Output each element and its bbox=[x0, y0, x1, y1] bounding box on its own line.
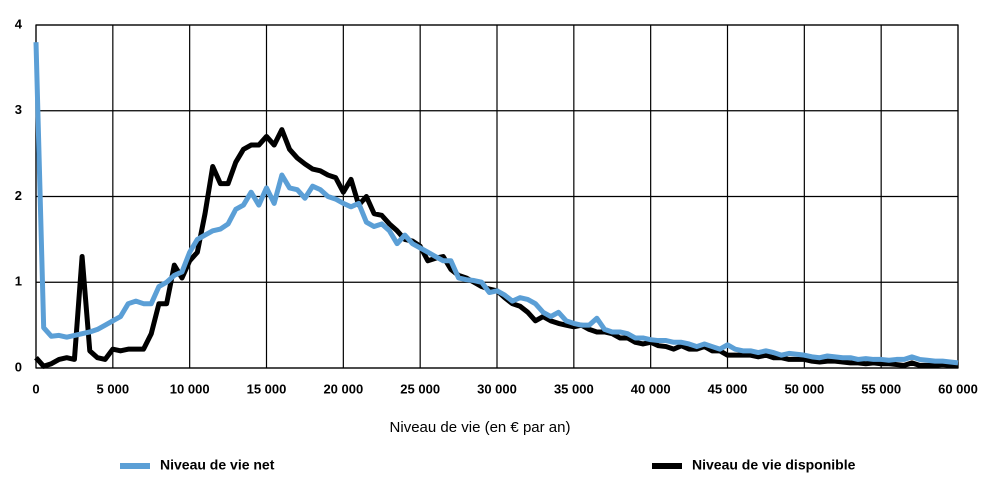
plot-border bbox=[35, 24, 959, 369]
x-tick-label: 20 000 bbox=[323, 381, 363, 396]
x-tick-label: 25 000 bbox=[400, 381, 440, 396]
x-tick-label: 35 000 bbox=[554, 381, 594, 396]
y-tick-label: 2 bbox=[15, 188, 22, 203]
x-tick-label: 60 000 bbox=[938, 381, 978, 396]
x-tick-label: 50 000 bbox=[784, 381, 824, 396]
y-tick-label: 1 bbox=[15, 274, 22, 289]
x-axis-title: Niveau de vie (en € par an) bbox=[390, 419, 571, 436]
x-tick-label: 30 000 bbox=[477, 381, 517, 396]
y-tick-label: 0 bbox=[15, 359, 22, 374]
x-tick-label: 15 000 bbox=[247, 381, 287, 396]
series-line bbox=[33, 42, 959, 366]
y-tick-label: 4 bbox=[15, 16, 23, 31]
x-tick-label: 45 000 bbox=[708, 381, 748, 396]
x-tick-label: 0 bbox=[32, 381, 39, 396]
legend-label: Niveau de vie disponible bbox=[692, 457, 856, 473]
x-tick-label: 10 000 bbox=[170, 381, 210, 396]
x-tick-label: 5 000 bbox=[97, 381, 130, 396]
legend-label: Niveau de vie net bbox=[160, 457, 275, 473]
x-tick-label: 55 000 bbox=[861, 381, 901, 396]
x-tick-label: 40 000 bbox=[631, 381, 671, 396]
y-tick-label: 3 bbox=[15, 102, 22, 117]
